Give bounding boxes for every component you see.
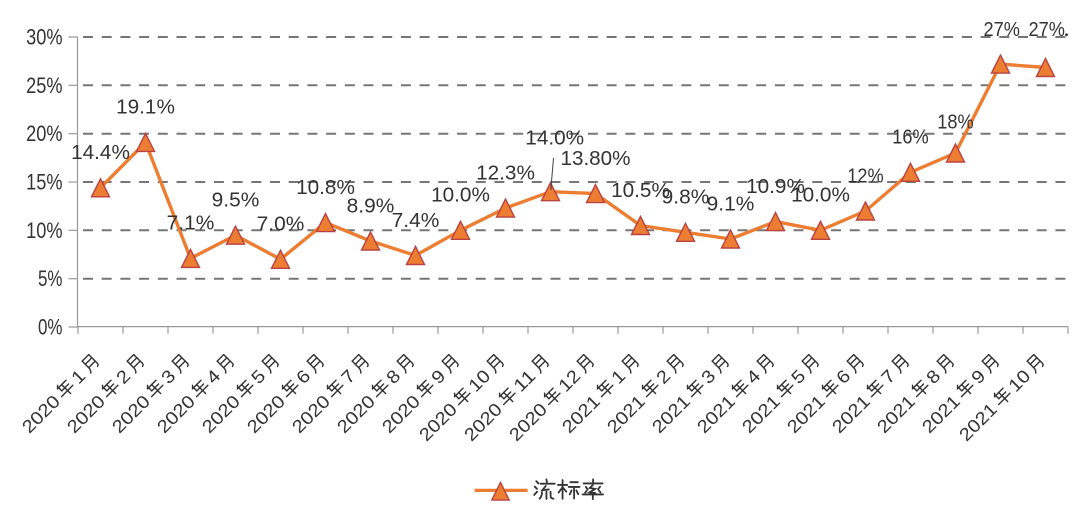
svg-text:7.0%: 7.0% (257, 214, 305, 236)
svg-text:2020: 2020 (333, 391, 379, 437)
svg-text:10: 10 (1004, 366, 1034, 396)
svg-text:20%: 20% (26, 121, 62, 146)
svg-text:2: 2 (652, 366, 674, 388)
svg-text:0%: 0% (38, 315, 63, 340)
svg-text:14.0%: 14.0% (525, 127, 584, 149)
svg-text:2020: 2020 (108, 391, 154, 437)
svg-text:5%: 5% (38, 266, 63, 291)
svg-text:2020: 2020 (288, 391, 334, 437)
svg-text:16%: 16% (892, 127, 929, 149)
svg-text:8: 8 (382, 366, 404, 388)
svg-text:4: 4 (742, 366, 764, 388)
svg-text:7.1%: 7.1% (167, 213, 215, 235)
svg-text:1: 1 (607, 366, 629, 388)
svg-text:14.4%: 14.4% (71, 142, 130, 164)
svg-text:2021: 2021 (558, 391, 604, 437)
svg-text:10.5%: 10.5% (611, 180, 670, 202)
svg-text:6: 6 (292, 366, 314, 388)
svg-text:2020: 2020 (63, 391, 109, 437)
svg-text:7: 7 (337, 366, 359, 388)
svg-text:3: 3 (157, 366, 179, 388)
svg-text:10: 10 (464, 366, 494, 396)
svg-text:2020: 2020 (18, 391, 64, 437)
svg-text:2021: 2021 (693, 391, 739, 437)
svg-text:12: 12 (554, 366, 584, 396)
svg-text:5: 5 (247, 366, 269, 388)
svg-text:19.1%: 19.1% (116, 97, 175, 119)
svg-text:10.0%: 10.0% (791, 185, 850, 207)
svg-text:27%: 27% (984, 19, 1021, 41)
svg-text:2020: 2020 (505, 399, 551, 445)
svg-text:12.3%: 12.3% (476, 162, 535, 184)
svg-text:5: 5 (787, 366, 809, 388)
svg-text:10.0%: 10.0% (431, 185, 490, 207)
svg-text:2020: 2020 (460, 399, 506, 445)
svg-text:25%: 25% (26, 73, 62, 98)
svg-text:12%: 12% (847, 165, 884, 187)
svg-text:15%: 15% (26, 170, 62, 195)
svg-text:9.8%: 9.8% (662, 187, 710, 209)
svg-text:2021: 2021 (738, 391, 784, 437)
svg-text:6: 6 (832, 366, 854, 388)
svg-text:13.80%: 13.80% (561, 148, 631, 170)
svg-text:2020: 2020 (198, 391, 244, 437)
svg-text:7: 7 (877, 366, 899, 388)
svg-text:27%: 27% (1029, 19, 1066, 41)
svg-text:9: 9 (967, 366, 989, 388)
svg-text:9.1%: 9.1% (707, 193, 755, 215)
svg-text:3: 3 (697, 366, 719, 388)
svg-text:10%: 10% (26, 218, 62, 243)
svg-text:2021: 2021 (783, 391, 829, 437)
svg-text:2021: 2021 (603, 391, 649, 437)
svg-text:7.4%: 7.4% (392, 210, 440, 232)
svg-text:10.9%: 10.9% (746, 176, 805, 198)
svg-text:4: 4 (202, 366, 224, 388)
svg-text:2021: 2021 (648, 391, 694, 437)
svg-text:2021: 2021 (828, 391, 874, 437)
svg-text:11: 11 (509, 366, 539, 396)
svg-text:8.9%: 8.9% (347, 195, 395, 217)
svg-text:2021: 2021 (873, 391, 919, 437)
svg-text:30%: 30% (26, 25, 62, 50)
svg-text:18%: 18% (937, 111, 974, 133)
svg-text:1: 1 (67, 366, 89, 388)
svg-text:2020: 2020 (153, 391, 199, 437)
svg-text:9.5%: 9.5% (212, 190, 260, 212)
svg-text:9: 9 (427, 366, 449, 388)
svg-text:2020: 2020 (243, 391, 289, 437)
svg-text:10.8%: 10.8% (296, 177, 355, 199)
svg-text:2: 2 (112, 366, 134, 388)
svg-text:8: 8 (922, 366, 944, 388)
